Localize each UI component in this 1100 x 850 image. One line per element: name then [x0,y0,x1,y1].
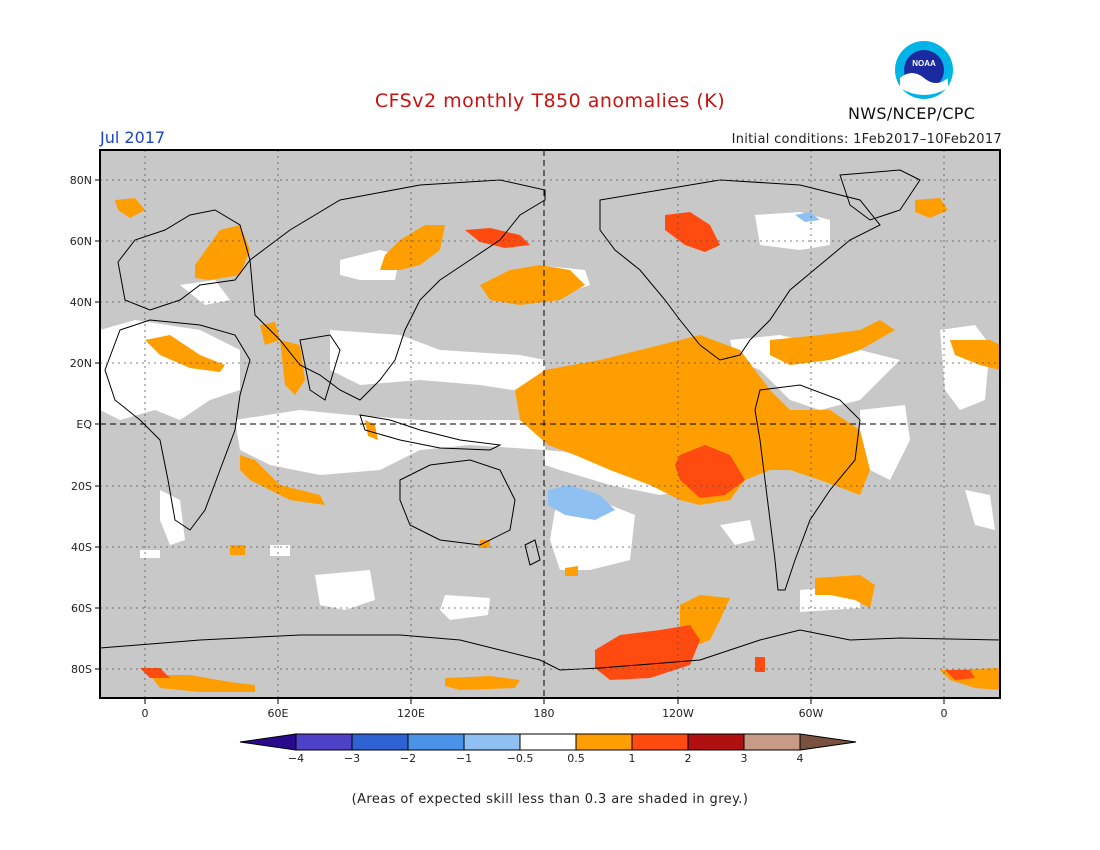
lon-label-180: 180 [533,707,555,720]
colorbar-tick: 4 [796,752,804,765]
lat-label-40n: 40N [69,296,92,309]
colorbar-box [519,733,577,751]
agency-label: NWS/NCEP/CPC [848,104,976,123]
lon-label-0: 0 [141,707,149,720]
colorbar-box [295,733,353,751]
colorbar-box [687,733,745,751]
lon-label-120w: 120W [662,707,694,720]
colorbar-right-arrow [799,733,857,751]
gridlines [100,150,1000,698]
map-plot-area [100,150,1000,698]
lat-label-eq: EQ [76,418,92,431]
lat-label-60s: 60S [71,602,92,615]
colorbar-box [575,733,633,751]
lat-label-60n: 60N [69,235,92,248]
colorbar-tick: 0.5 [567,752,585,765]
colorbar-tick: −3 [343,752,361,765]
lat-label-40s: 40S [71,541,92,554]
colorbar-tick: −1 [455,752,473,765]
orange-regions [115,198,1000,692]
lat-label-80s: 80S [71,663,92,676]
colorbar-left-arrow [239,733,297,751]
initial-conditions: Initial conditions: 1Feb2017–10Feb2017 [731,132,1002,147]
lon-label-60w: 60W [798,707,824,720]
noaa-logo: NOAA [894,40,954,100]
blue-regions [548,212,820,520]
chart-title: CFSv2 monthly T850 anomalies (K) [374,90,726,112]
colorbar-box [407,733,465,751]
colorbar-tick: −2 [399,752,417,765]
lon-label-0-east: 0 [940,707,948,720]
lat-label-20s: 20S [71,480,92,493]
colorbar-box [351,733,409,751]
colorbar-tick: 2 [684,752,692,765]
colorbar-tick: −4 [287,752,305,765]
logo-text: NOAA [912,59,936,68]
colorbar-segments [239,733,857,751]
lat-label-20n: 20N [69,357,92,370]
lat-label-80n: 80N [69,174,92,187]
lon-label-120e: 120E [397,707,425,720]
colorbar-box [743,733,801,751]
skill-note: (Areas of expected skill less than 0.3 a… [351,792,749,807]
forecast-period: Jul 2017 [100,128,166,147]
axis-ticks [95,179,945,704]
colorbar-box [631,733,689,751]
reference-lines [100,150,1000,698]
colorbar-tick: −0.5 [506,752,534,765]
lon-label-60e: 60E [267,707,289,720]
coastlines [100,169,1000,671]
colorbar-box [463,733,521,751]
colorbar-tick: 3 [740,752,748,765]
colorbar-tick: 1 [628,752,636,765]
white-regions [100,212,995,620]
